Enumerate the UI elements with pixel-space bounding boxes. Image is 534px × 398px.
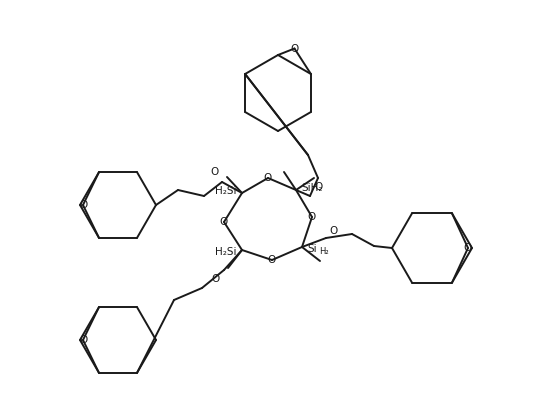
Text: O: O xyxy=(308,212,316,222)
Text: O: O xyxy=(268,255,276,265)
Text: SiH₂: SiH₂ xyxy=(301,183,323,193)
Text: O: O xyxy=(79,335,87,345)
Text: H₂Si: H₂Si xyxy=(216,247,237,257)
Text: H₂Si: H₂Si xyxy=(216,186,237,196)
Text: O: O xyxy=(264,173,272,183)
Text: H₂: H₂ xyxy=(319,248,328,256)
Text: O: O xyxy=(211,167,219,177)
Text: O: O xyxy=(314,182,322,192)
Text: O: O xyxy=(79,200,87,210)
Text: Si: Si xyxy=(307,244,317,254)
Text: O: O xyxy=(212,274,220,284)
Text: O: O xyxy=(220,217,228,227)
Text: O: O xyxy=(290,43,299,53)
Text: O: O xyxy=(329,226,337,236)
Text: O: O xyxy=(464,243,472,253)
